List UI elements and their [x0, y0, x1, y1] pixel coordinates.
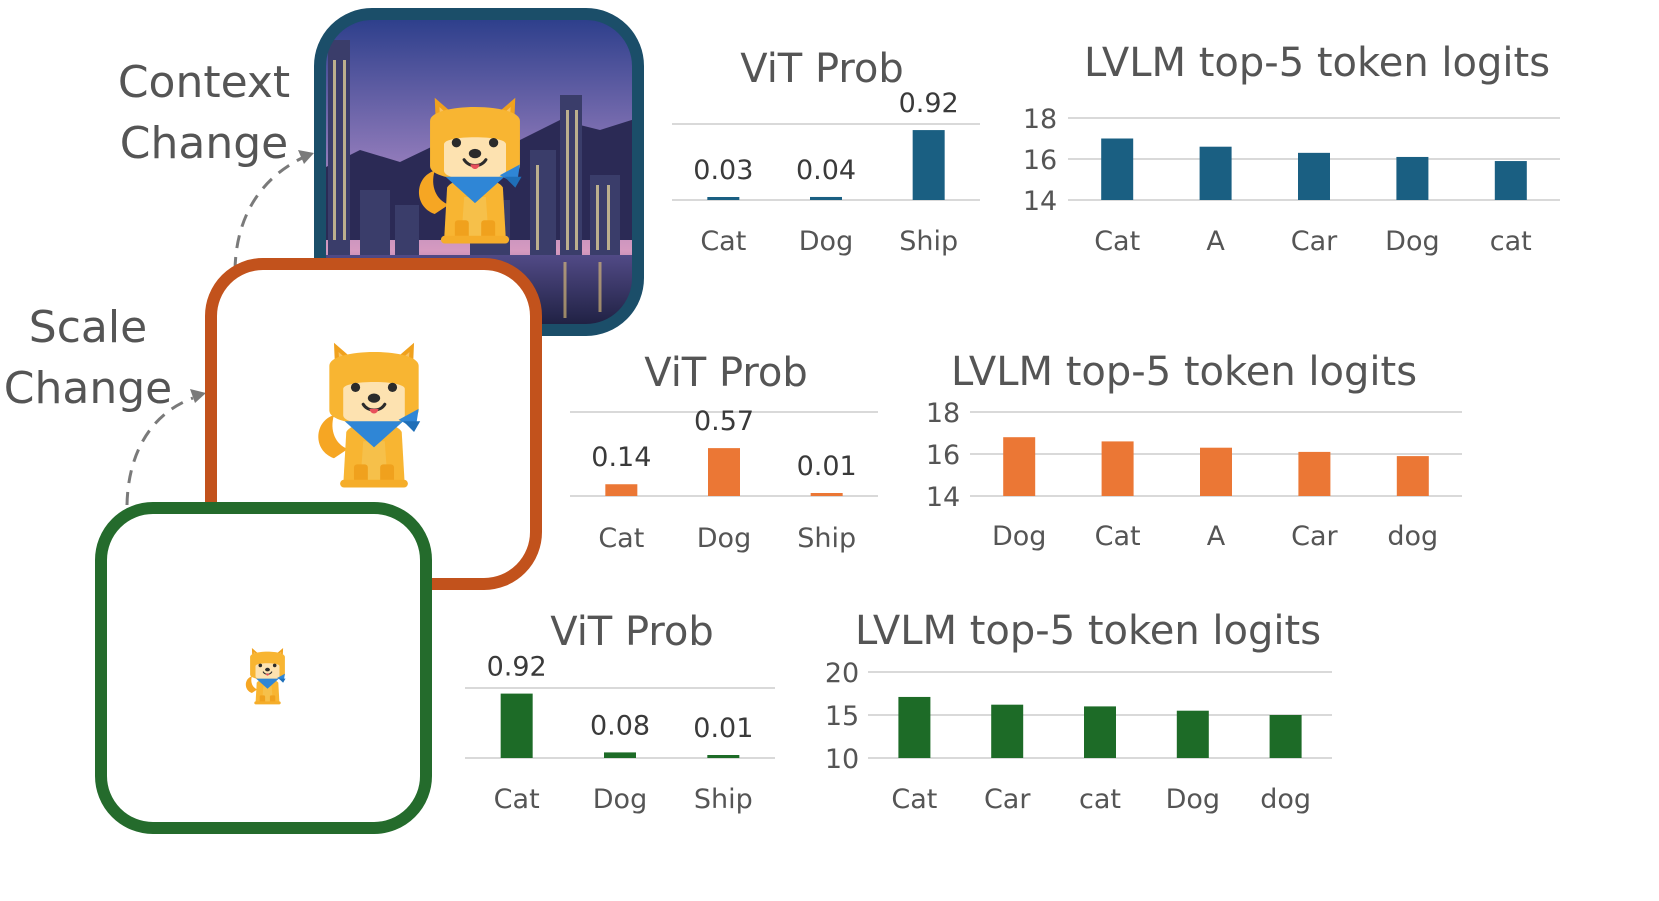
chart-scale-lvlm-ytick-label: 14	[926, 482, 960, 513]
chart-original-lvlm-xtick-label: dog	[1260, 784, 1311, 815]
chart-original-lvlm: LVLM top-5 token logits 20 15 10 Cat Car cat Do…	[825, 608, 1332, 815]
chart-original-lvlm-ytick-label: 15	[825, 701, 859, 732]
chart-context-lvlm-title: LVLM top-5 token logits	[1084, 40, 1550, 86]
chart-original-vit: ViT Prob Cat 0.92 Dog 0.08 Ship 0.01	[465, 609, 775, 815]
chart-context-vit-value-label: 0.03	[693, 155, 753, 186]
context-label-line1: Context	[118, 57, 290, 108]
chart-scale-lvlm-bar-Cat	[1101, 441, 1134, 496]
chart-context-lvlm-xtick-label: cat	[1490, 226, 1532, 257]
chart-original-lvlm-bar-dog	[1269, 715, 1302, 758]
chart-scale-vit-title: ViT Prob	[644, 350, 808, 396]
chart-original-lvlm-ytick-label: 20	[825, 658, 859, 689]
chart-context-vit: ViT Prob Cat 0.03 Dog 0.04 Ship 0.92	[672, 46, 980, 257]
chart-scale-lvlm-xtick-label: A	[1207, 521, 1226, 552]
chart-scale-lvlm-title: LVLM top-5 token logits	[951, 349, 1417, 395]
chart-context-vit-bar-Ship	[912, 130, 945, 200]
chart-context-lvlm-bar-A	[1199, 146, 1232, 200]
original-image	[95, 502, 432, 834]
chart-scale-vit-xtick-label: Ship	[797, 523, 856, 554]
chart-original-lvlm-bar-Dog	[1176, 710, 1209, 758]
chart-scale-vit: ViT Prob Cat 0.14 Dog 0.57 Ship 0.01	[570, 350, 878, 554]
chart-context-lvlm-ytick-label: 14	[1023, 186, 1057, 217]
chart-original-lvlm-bar-Cat	[898, 696, 931, 758]
chart-context-lvlm-xtick-label: Cat	[1094, 226, 1140, 257]
chart-scale-lvlm-ytick-label: 18	[926, 398, 960, 429]
context-label-line2: Change	[120, 118, 288, 169]
chart-scale-lvlm-bar-dog	[1396, 456, 1429, 496]
chart-scale-lvlm-bar-Car	[1298, 451, 1331, 496]
chart-scale-lvlm-ytick-label: 16	[926, 440, 960, 471]
scale-label-line1: Scale	[29, 302, 147, 353]
chart-scale-vit-value-label: 0.57	[694, 406, 754, 437]
chart-context-vit-title: ViT Prob	[740, 46, 904, 92]
chart-original-lvlm-ytick-label: 10	[825, 744, 859, 775]
chart-scale-vit-bar-Cat	[605, 484, 638, 496]
chart-context-lvlm-bar-Car	[1298, 152, 1330, 200]
chart-original-lvlm-bar-Car	[991, 704, 1024, 758]
chart-scale-lvlm-xtick-label: Cat	[1095, 521, 1141, 552]
chart-context-vit-bar-Dog	[810, 196, 842, 200]
chart-original-vit-value-label: 0.01	[693, 713, 753, 744]
chart-original-lvlm-title: LVLM top-5 token logits	[855, 608, 1321, 654]
chart-original-vit-xtick-label: Cat	[494, 784, 540, 815]
chart-context-lvlm-bar-cat	[1494, 161, 1527, 200]
chart-context-lvlm-bar-Cat	[1101, 138, 1134, 200]
chart-scale-lvlm-xtick-label: Car	[1291, 521, 1338, 552]
chart-context-lvlm-xtick-label: Dog	[1385, 226, 1439, 257]
chart-scale-lvlm-bar-A	[1200, 447, 1232, 496]
chart-scale-vit-value-label: 0.14	[591, 442, 651, 473]
chart-original-vit-value-label: 0.92	[487, 652, 547, 683]
chart-context-vit-bar-Cat	[707, 197, 740, 200]
scale-change-arrow	[125, 389, 206, 506]
chart-original-lvlm-bar-cat	[1084, 706, 1116, 758]
chart-scale-vit-value-label: 0.01	[797, 451, 857, 482]
chart-scale-vit-bar-Dog	[708, 448, 740, 496]
chart-original-vit-bar-Cat	[500, 693, 533, 758]
chart-original-lvlm-xtick-label: cat	[1079, 784, 1121, 815]
chart-context-vit-value-label: 0.92	[899, 88, 959, 119]
chart-original-vit-bar-Ship	[707, 755, 740, 758]
context-change-arrow	[233, 150, 314, 271]
chart-context-lvlm-ytick-label: 18	[1023, 104, 1057, 135]
chart-scale-vit-bar-Ship	[810, 493, 843, 496]
chart-context-lvlm-xtick-label: Car	[1291, 226, 1338, 257]
chart-original-vit-title: ViT Prob	[550, 609, 714, 655]
chart-original-vit-xtick-label: Dog	[593, 784, 647, 815]
chart-scale-lvlm-xtick-label: Dog	[992, 521, 1046, 552]
chart-context-vit-xtick-label: Ship	[899, 226, 958, 257]
chart-scale-lvlm-xtick-label: dog	[1387, 521, 1438, 552]
chart-scale-lvlm-bar-Dog	[1003, 437, 1036, 496]
chart-context-lvlm: LVLM top-5 token logits 18 16 14 Cat A Car Dog c…	[1023, 40, 1560, 257]
chart-context-vit-xtick-label: Cat	[700, 226, 746, 257]
chart-original-lvlm-xtick-label: Car	[984, 784, 1031, 815]
chart-context-lvlm-bar-Dog	[1396, 156, 1429, 200]
chart-original-vit-xtick-label: Ship	[694, 784, 753, 815]
chart-context-vit-xtick-label: Dog	[799, 226, 853, 257]
chart-scale-vit-xtick-label: Dog	[697, 523, 751, 554]
chart-original-vit-bar-Dog	[604, 752, 636, 758]
chart-context-lvlm-xtick-label: A	[1206, 226, 1225, 257]
chart-original-lvlm-xtick-label: Cat	[891, 784, 937, 815]
chart-scale-vit-xtick-label: Cat	[598, 523, 644, 554]
chart-context-lvlm-ytick-label: 16	[1023, 145, 1057, 176]
scale-label-line2: Change	[4, 363, 172, 414]
chart-original-vit-value-label: 0.08	[590, 710, 650, 741]
chart-original-lvlm-xtick-label: Dog	[1166, 784, 1220, 815]
chart-context-vit-value-label: 0.04	[796, 155, 856, 186]
